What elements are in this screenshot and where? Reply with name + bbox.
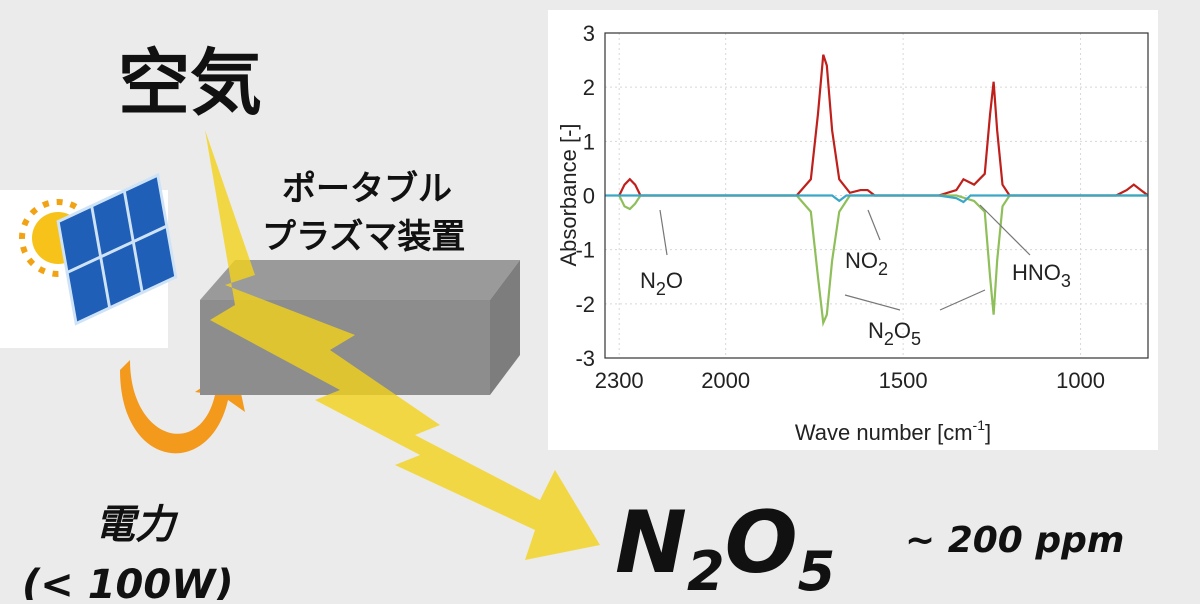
formula-part: 2 (687, 540, 725, 600)
y-tick-label: -2 (575, 292, 595, 317)
formula-part: O (725, 493, 798, 593)
y-tick-label: -3 (575, 346, 595, 371)
power-label: (< 100W) (22, 562, 234, 600)
device-top (200, 260, 520, 300)
annotation-part: 3 (1061, 271, 1071, 291)
x-axis-label: Wave number [cm-1] (795, 417, 991, 445)
chart-panel (548, 10, 1158, 450)
annotation-part: N (640, 268, 656, 293)
x-tick-label: 1000 (1056, 368, 1105, 393)
product-formula: N2O5 (615, 493, 835, 600)
spectrum-line (618, 194, 1148, 327)
annotation-part: N (868, 318, 884, 343)
x-label-part: -1 (973, 417, 986, 433)
annotation-part: 5 (911, 329, 921, 349)
spectrum-plot (605, 32, 1149, 359)
formula-part: 5 (798, 540, 836, 600)
annotation-part: 2 (878, 259, 888, 279)
annotation-part: NO (845, 248, 878, 273)
x-label-part: Wave number [cm (795, 420, 973, 445)
y-tick-label: 3 (583, 21, 595, 46)
lightning-arrow (205, 130, 600, 560)
annotation: NO2 (845, 248, 888, 279)
annotation-part: 2 (656, 279, 666, 299)
air-label: 空気 (118, 41, 262, 125)
x-label-part: ] (985, 420, 991, 445)
annotation: HNO3 (1012, 260, 1071, 291)
device-label: プラズマ装置 (262, 217, 465, 257)
y-tick-label: 0 (583, 184, 595, 209)
y-axis-label: Absorbance [-] (556, 123, 581, 266)
y-tick-label: 1 (583, 129, 595, 154)
annotation: N2O (640, 268, 683, 299)
leader-lines (659, 204, 1031, 311)
annotation-part: O (666, 268, 683, 293)
y-tick-label: -1 (575, 238, 595, 263)
annotation-part: O (894, 318, 911, 343)
device-side (490, 260, 520, 395)
power-label: 電力 (95, 502, 179, 548)
x-tick-label: 2300 (595, 368, 644, 393)
device-label: ポータブル (282, 169, 452, 209)
concentration: ~ 200 ppm (905, 520, 1124, 561)
x-tick-label: 1500 (879, 368, 928, 393)
annotation-part: HNO (1012, 260, 1061, 285)
solar-panel (56, 172, 178, 326)
x-tick-label: 2000 (701, 368, 750, 393)
y-tick-label: 2 (583, 75, 595, 100)
spectrum-line (605, 194, 1148, 204)
plot-frame (604, 32, 1149, 359)
annotation: N2O5 (868, 318, 921, 349)
formula-part: N (615, 493, 687, 593)
annotation-part: 2 (884, 329, 894, 349)
